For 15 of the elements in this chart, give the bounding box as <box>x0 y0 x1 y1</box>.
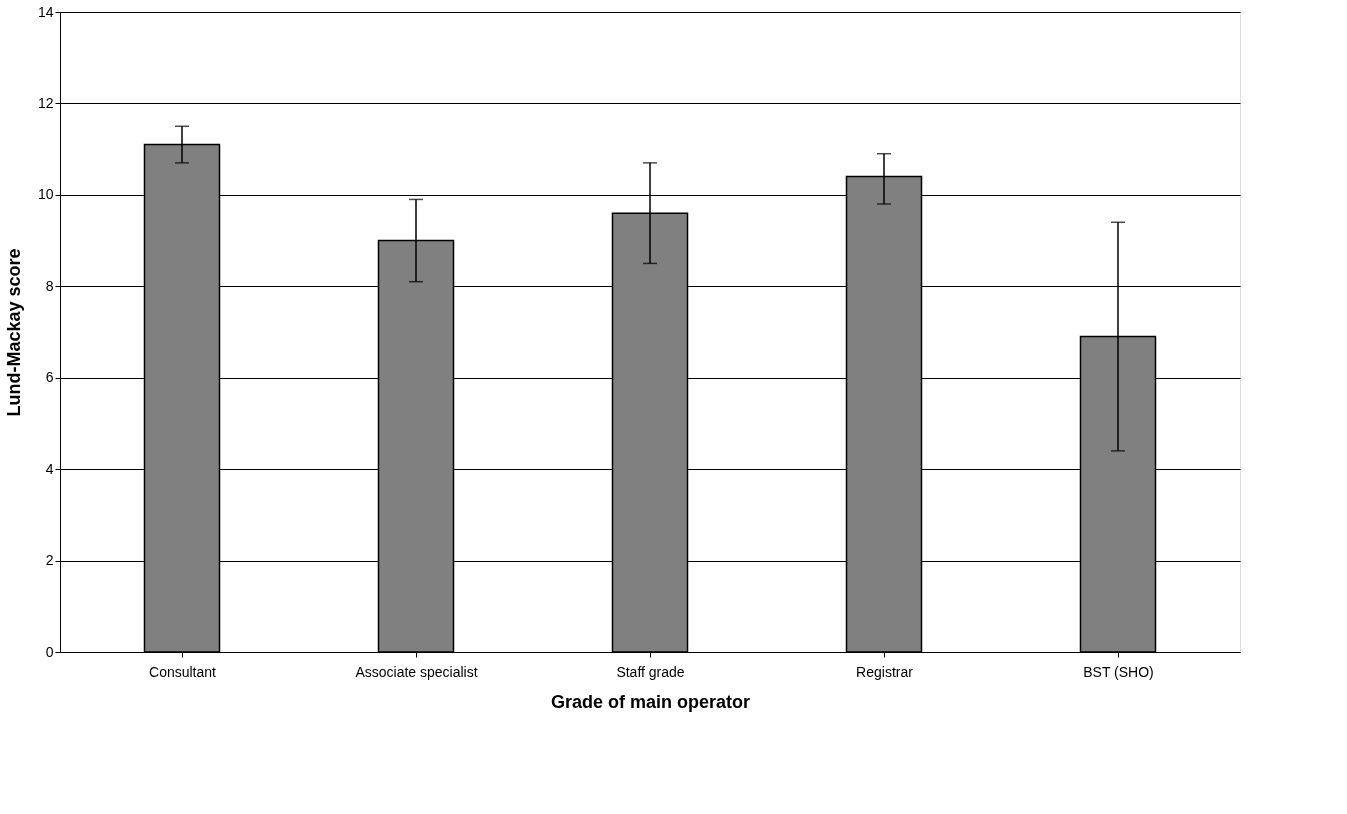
y-tick-label: 12 <box>37 94 54 111</box>
x-tick-label: Associate specialist <box>355 663 478 680</box>
x-tick-label: Consultant <box>149 663 217 680</box>
y-tick-label: 0 <box>45 643 54 660</box>
y-tick-label: 14 <box>37 3 54 20</box>
x-tick-label: Registrar <box>856 663 914 680</box>
y-tick-label: 6 <box>45 369 54 386</box>
y-axis-title: Lund-Mackay score <box>3 248 24 417</box>
y-tick-label: 4 <box>45 460 54 477</box>
x-tick-label: Staff grade <box>616 663 685 680</box>
y-tick-label: 10 <box>37 186 54 203</box>
y-tick-label: 2 <box>45 552 54 569</box>
x-tick-label: BST (SHO) <box>1083 663 1154 680</box>
y-tick-label: 8 <box>45 277 54 294</box>
x-axis-title: Grade of main operator <box>550 691 751 712</box>
